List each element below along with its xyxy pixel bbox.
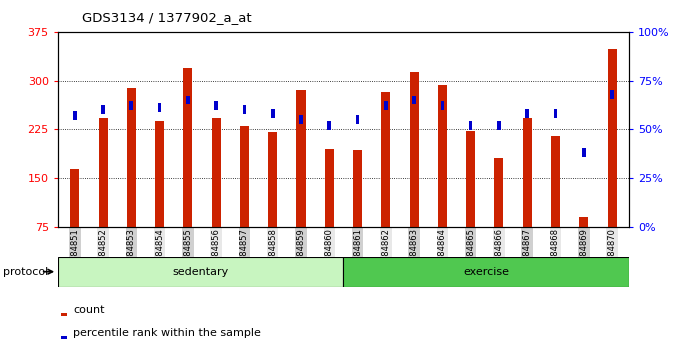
Bar [214, 102, 218, 110]
Bar [325, 149, 334, 275]
Bar [438, 85, 447, 275]
Bar [211, 118, 221, 275]
Bar [466, 131, 475, 275]
Bar [384, 102, 388, 110]
Bar [610, 90, 614, 98]
Bar [61, 313, 67, 316]
Bar [412, 96, 416, 104]
Bar [101, 105, 105, 114]
Bar [129, 102, 133, 110]
Bar [356, 115, 359, 124]
Bar [155, 121, 164, 275]
Bar [70, 170, 80, 275]
Bar [296, 90, 305, 275]
Bar [607, 49, 617, 275]
Bar [158, 103, 161, 112]
Bar [523, 118, 532, 275]
Bar [582, 148, 585, 157]
Text: protocol: protocol [3, 267, 49, 277]
Bar [554, 109, 558, 118]
Bar [73, 111, 77, 120]
Text: GDS3134 / 1377902_a_at: GDS3134 / 1377902_a_at [82, 11, 251, 24]
Text: sedentary: sedentary [173, 267, 228, 277]
Text: count: count [73, 305, 105, 315]
Bar [579, 217, 588, 275]
Bar [551, 136, 560, 275]
Bar [494, 158, 503, 275]
Bar [184, 68, 192, 275]
Bar [99, 118, 107, 275]
Bar [469, 121, 473, 130]
Bar [343, 257, 629, 287]
Bar [353, 150, 362, 275]
Bar [381, 92, 390, 275]
Bar [271, 109, 275, 118]
Bar [126, 88, 136, 275]
Bar [268, 132, 277, 275]
Text: exercise: exercise [463, 267, 509, 277]
Bar [409, 72, 419, 275]
Bar [186, 96, 190, 104]
Bar [441, 102, 444, 110]
Bar [328, 121, 331, 130]
Bar [526, 109, 529, 118]
Bar [61, 336, 67, 339]
Bar [243, 105, 246, 114]
Bar [58, 257, 343, 287]
Bar [299, 115, 303, 124]
Text: percentile rank within the sample: percentile rank within the sample [73, 328, 261, 338]
Bar [240, 126, 249, 275]
Bar [497, 121, 500, 130]
